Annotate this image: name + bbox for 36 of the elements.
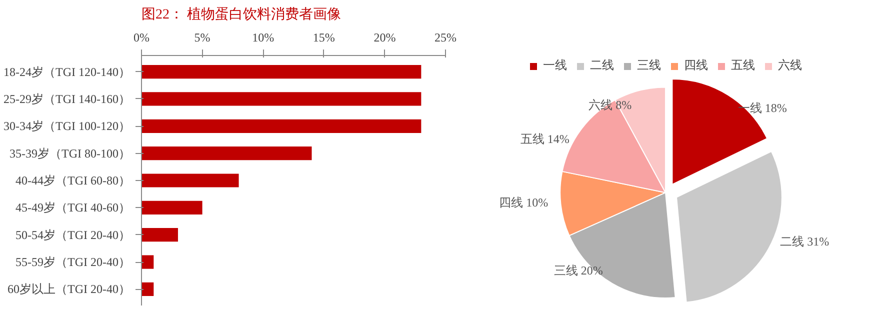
legend-label: 三线 bbox=[637, 57, 661, 74]
x-tick-label: 5% bbox=[194, 30, 210, 44]
x-tick-label: 10% bbox=[252, 30, 274, 44]
bar bbox=[142, 282, 154, 296]
bar bbox=[142, 255, 154, 269]
y-tick-label: 35-39岁（TGI 80-100） bbox=[10, 146, 130, 160]
legend-label: 二线 bbox=[590, 57, 614, 74]
y-tick-label: 50-54岁（TGI 20-40） bbox=[16, 228, 130, 242]
legend-label: 四线 bbox=[684, 57, 708, 74]
legend-label: 五线 bbox=[731, 57, 755, 74]
bar bbox=[142, 146, 312, 160]
data-label: 二线 31% bbox=[780, 234, 830, 249]
legend-label: 一线 bbox=[543, 57, 567, 74]
x-tick-label: 15% bbox=[312, 30, 335, 44]
legend-label: 六线 bbox=[778, 57, 802, 74]
bar bbox=[142, 119, 422, 133]
data-label: 三线 20% bbox=[554, 264, 603, 278]
data-label: 五线 14% bbox=[520, 132, 570, 146]
bar bbox=[142, 228, 178, 242]
bar bbox=[142, 65, 422, 79]
bar bbox=[142, 92, 422, 106]
x-tick-label: 20% bbox=[374, 30, 396, 44]
y-tick-label: 55-59岁（TGI 20-40） bbox=[16, 255, 130, 270]
data-label: 四线 10% bbox=[499, 195, 548, 210]
bar bbox=[142, 200, 202, 214]
y-tick-label: 30-34岁（TGI 100-120） bbox=[4, 119, 130, 134]
bar bbox=[142, 174, 239, 188]
x-tick-label: 0% bbox=[134, 30, 150, 44]
y-tick-label: 18-24岁（TGI 120-140） bbox=[4, 64, 130, 79]
data-label: 六线 8% bbox=[588, 98, 632, 112]
y-tick-label: 25-29岁（TGI 140-160） bbox=[4, 92, 130, 106]
y-tick-label: 60岁以上（TGI 20-40） bbox=[8, 282, 131, 296]
chart-title: 图22： 植物蛋白饮料消费者画像 bbox=[142, 6, 341, 22]
y-tick-label: 40-44岁（TGI 60-80） bbox=[16, 174, 130, 188]
y-tick-label: 45-49岁（TGI 40-60） bbox=[16, 200, 130, 215]
x-tick-label: 25% bbox=[434, 30, 456, 44]
